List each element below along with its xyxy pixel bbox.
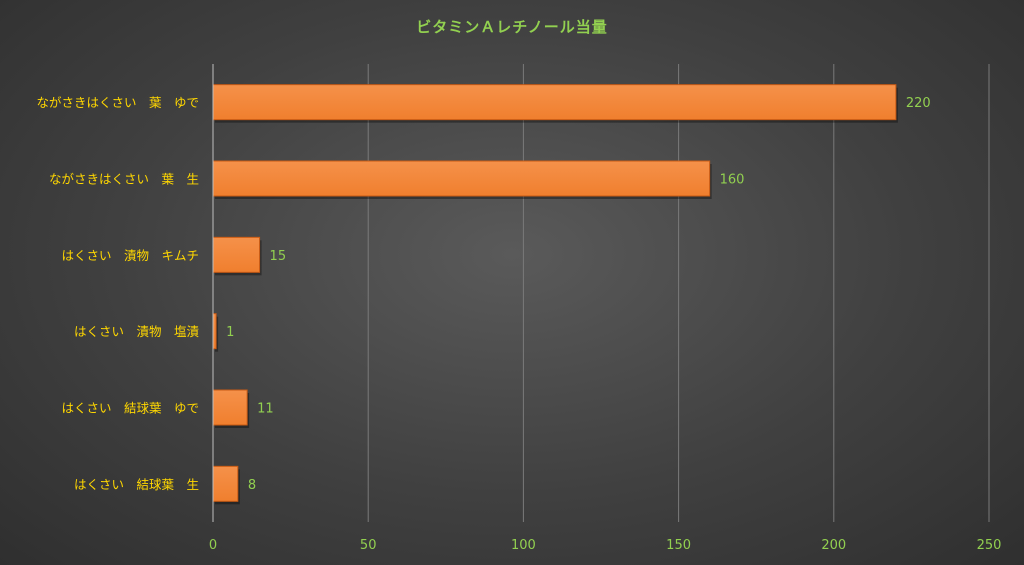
bar (212, 465, 239, 502)
category-label: ながさきはくさい 葉 生 (49, 172, 199, 187)
category-label: はくさい 結球葉 生 (74, 477, 199, 492)
bar (212, 389, 248, 426)
data-label: 11 (257, 402, 274, 417)
category-label: はくさい 漬物 キムチ (61, 248, 199, 263)
data-label: 160 (720, 173, 745, 188)
x-tick-label: 0 (209, 538, 217, 553)
bar (212, 84, 897, 121)
x-tick-label: 150 (666, 538, 691, 553)
x-tick-label: 100 (511, 538, 536, 553)
bar (212, 160, 711, 197)
x-tick-label: 50 (360, 538, 377, 553)
data-label: 15 (270, 249, 287, 264)
data-label: 220 (906, 96, 931, 111)
bar (212, 236, 261, 273)
category-label: はくさい 結球葉 ゆで (61, 401, 199, 416)
data-label: 8 (248, 478, 256, 493)
category-label: はくさい 漬物 塩漬 (74, 324, 200, 339)
x-tick-label: 200 (821, 538, 846, 553)
data-label: 1 (226, 325, 234, 340)
chart-title: ビタミンＡレチノール当量 (416, 18, 608, 36)
category-label: ながさきはくさい 葉 ゆで (36, 95, 199, 110)
x-tick-label: 250 (977, 538, 1002, 553)
